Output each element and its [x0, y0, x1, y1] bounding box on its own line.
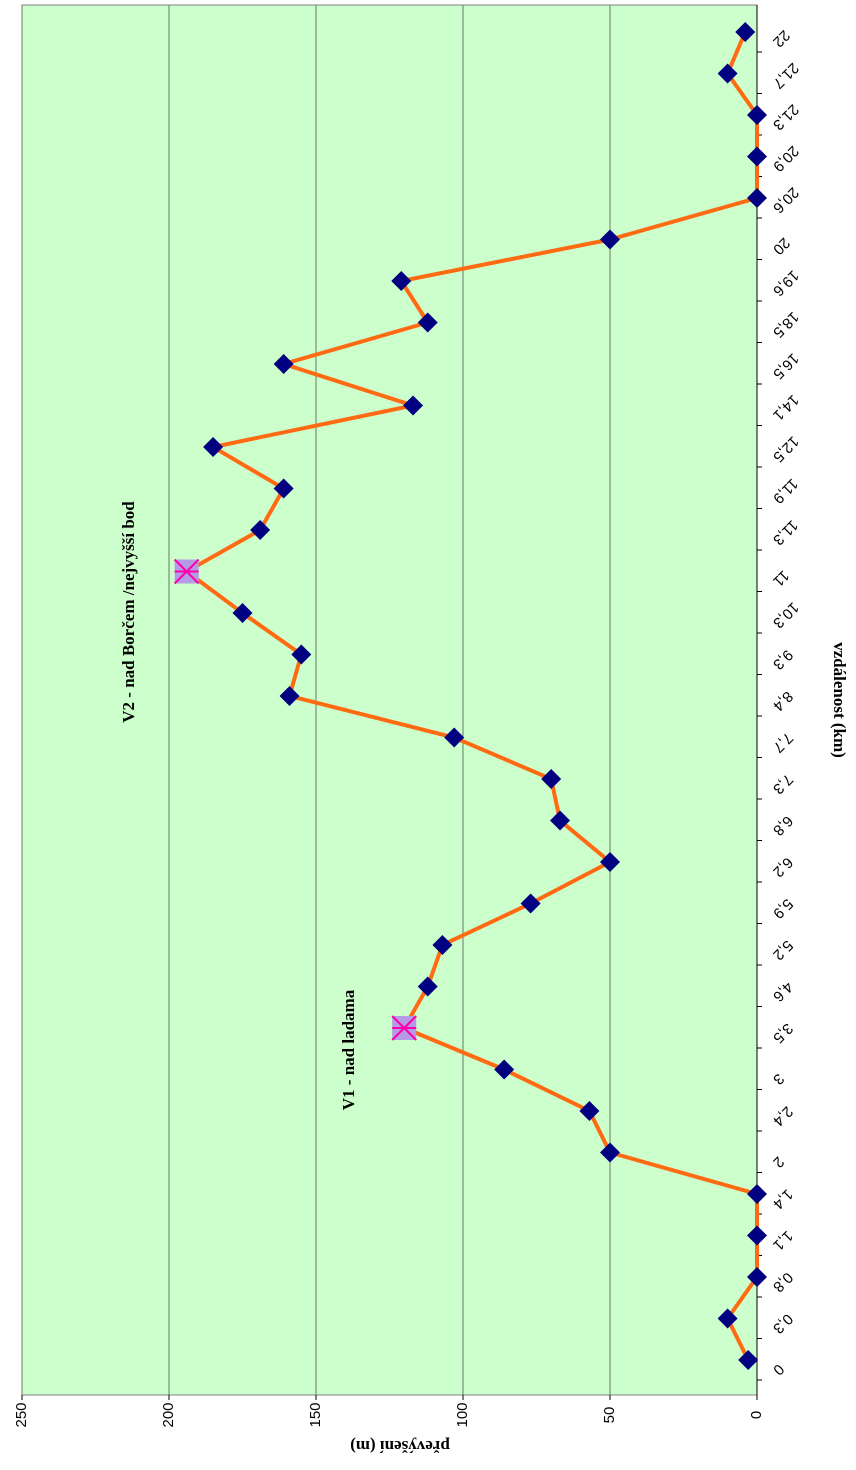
x-tick-label: 20: [769, 234, 793, 258]
plot-area: [21, 4, 758, 1396]
marker: [550, 810, 571, 831]
x-tick-label: 11,3: [769, 516, 801, 548]
x-tick-label: 11: [769, 567, 792, 590]
marker: [279, 686, 300, 706]
y-tick-label: 50: [601, 1407, 618, 1424]
marker: [520, 893, 541, 914]
x-tick-label: 3,5: [769, 1020, 796, 1047]
x-axis-title: vzdálenost (km): [830, 642, 849, 758]
annotation: V2 - nad Borčem /nejvyšší bod: [119, 501, 138, 723]
marker: [717, 63, 738, 84]
x-tick-label: 9,3: [769, 646, 796, 673]
x-tick-label: 21,7: [769, 59, 802, 92]
annotation: V1 - nad ladama: [339, 989, 358, 1110]
marker: [717, 1308, 738, 1329]
x-tick-label: 2,4: [769, 1103, 796, 1130]
marker: [747, 146, 767, 167]
marker: [747, 188, 767, 208]
x-tick-label: 5,2: [769, 937, 796, 964]
x-tick-label: 11,9: [769, 475, 801, 507]
x-tick-label: 6,8: [769, 812, 796, 839]
x-tick-label: 16,5: [769, 350, 802, 383]
x-tick-label: 0,3: [769, 1310, 796, 1337]
y-tick-label: 150: [307, 1402, 324, 1427]
y-tick-label: 250: [13, 1402, 30, 1427]
x-tick-label: 1,1: [769, 1227, 796, 1254]
marker: [432, 935, 453, 955]
x-tick-label: 5,9: [769, 895, 796, 922]
marker: [232, 603, 253, 623]
marker: [747, 1267, 767, 1287]
marker: [417, 976, 438, 997]
y-axis-title: převýšení (m): [350, 1437, 450, 1456]
peak-cross: [391, 1015, 417, 1041]
x-tick-label: 3: [769, 1070, 787, 1088]
x-tick-label: 18,5: [769, 308, 802, 341]
x-tick-label: 4,6: [769, 978, 796, 1005]
x-tick-label: 14,1: [769, 391, 802, 424]
marker: [738, 1350, 759, 1370]
marker: [600, 852, 620, 872]
x-tick-label: 19,6: [769, 267, 802, 300]
x-tick-label: 7,3: [769, 771, 796, 798]
marker: [417, 312, 438, 333]
marker: [444, 727, 465, 748]
marker: [747, 1225, 767, 1246]
marker: [747, 1184, 767, 1204]
x-tick-label: 2: [769, 1153, 787, 1171]
marker: [391, 271, 412, 291]
x-tick-label: 8,4: [769, 688, 796, 715]
marker: [291, 644, 312, 665]
peak-cross: [173, 558, 200, 585]
x-tick-label: 0: [769, 1360, 787, 1378]
marker: [403, 395, 424, 416]
x-tick-label: 7,7: [769, 729, 796, 756]
marker: [494, 1059, 515, 1080]
y-tick-label: 0: [748, 1411, 765, 1419]
marker: [600, 229, 620, 250]
y-tick-label: 100: [454, 1402, 471, 1427]
marker: [273, 478, 294, 499]
marker: [735, 22, 756, 42]
marker: [541, 769, 562, 789]
x-tick-label: 20,9: [769, 142, 802, 175]
x-tick-label: 21,3: [769, 101, 802, 134]
x-tick-label: 12,5: [769, 433, 802, 466]
x-tick-label: 20,6: [769, 184, 802, 217]
y-tick-label: 200: [160, 1402, 177, 1427]
x-tick-label: 0,8: [769, 1269, 796, 1296]
marker: [600, 1142, 620, 1163]
x-tick-label: 1,4: [769, 1186, 796, 1213]
marker: [250, 520, 271, 540]
marker: [273, 354, 294, 374]
marker: [747, 105, 767, 125]
x-tick-label: 6,2: [769, 854, 796, 881]
marker: [579, 1101, 600, 1121]
x-tick-label: 10,3: [769, 599, 802, 632]
x-tick-label: 22: [769, 27, 793, 51]
marker: [203, 437, 224, 457]
